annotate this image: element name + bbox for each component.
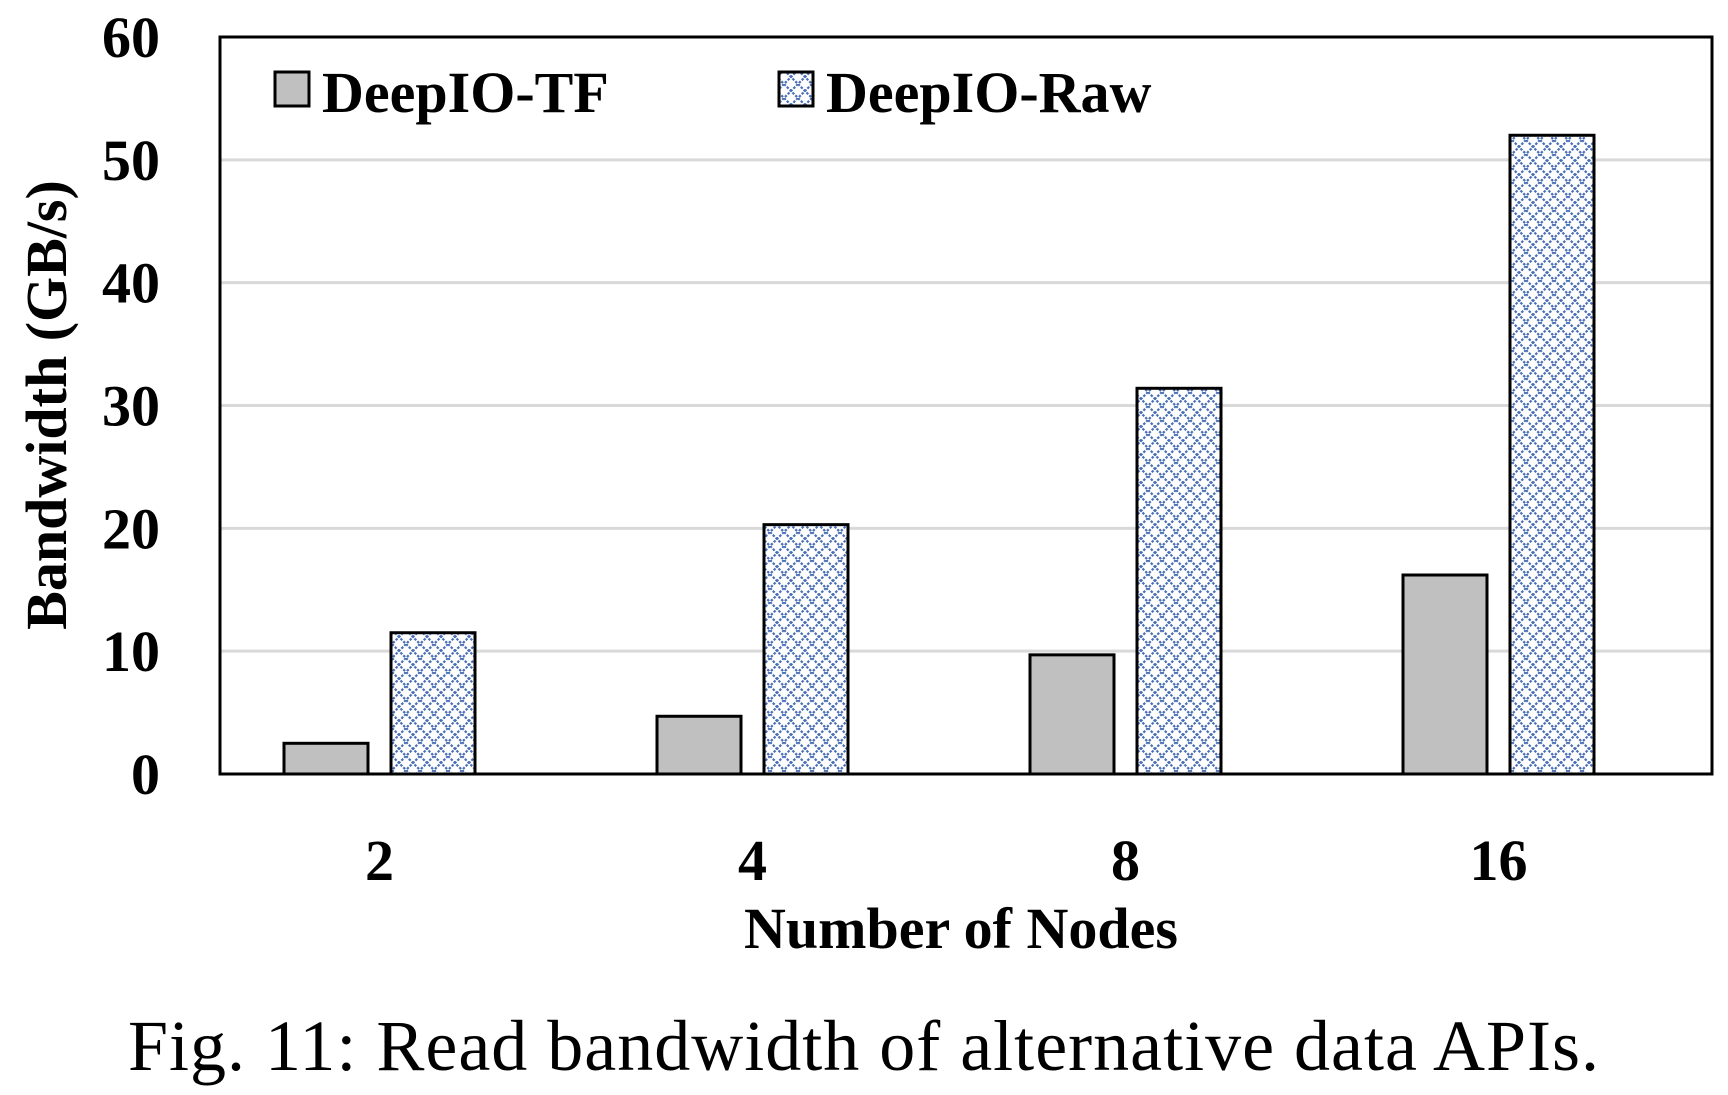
- bar-deepio-tf-16: [1401, 573, 1489, 776]
- y-axis-title: Bandwidth (GB/s): [14, 180, 79, 630]
- x-axis-ticks: 2 4 8 16: [365, 828, 1528, 893]
- legend-swatch: [777, 70, 815, 108]
- x-tick-label: 16: [1470, 828, 1528, 893]
- bar-deepio-tf-2: [282, 741, 370, 776]
- x-tick-label: 4: [738, 828, 767, 893]
- legend: DeepIO-TF DeepIO-Raw: [273, 60, 1152, 125]
- y-tick-label: 60: [102, 5, 160, 70]
- y-tick-label: 10: [102, 619, 160, 684]
- figure-caption: Fig. 11: Read bandwidth of alternative d…: [127, 1006, 1601, 1086]
- bar-deepio-raw-4: [762, 523, 850, 776]
- y-axis-ticks: 0 10 20 30 40 50 60: [102, 5, 160, 807]
- bandwidth-bar-chart: 0 10 20 30 40 50 60 2 4 8 16 Number of Nodes Band…: [14, 5, 1714, 961]
- legend-label: DeepIO-Raw: [826, 60, 1152, 125]
- x-tick-label: 8: [1111, 828, 1140, 893]
- x-axis-title: Number of Nodes: [744, 896, 1178, 961]
- y-tick-label: 40: [102, 251, 160, 316]
- y-tick-label: 30: [102, 374, 160, 439]
- plot-area-frame: [218, 35, 1714, 776]
- y-tick-label: 50: [102, 128, 160, 193]
- bar-deepio-tf-8: [1028, 653, 1116, 776]
- bar-deepio-raw-16: [1508, 133, 1596, 776]
- x-tick-label: 2: [365, 828, 394, 893]
- legend-label: DeepIO-TF: [322, 60, 609, 125]
- legend-swatch: [273, 70, 311, 108]
- bar-deepio-tf-4: [655, 714, 743, 776]
- bar-deepio-raw-2: [389, 631, 477, 776]
- bar-deepio-raw-8: [1135, 386, 1223, 776]
- bars: [282, 133, 1596, 776]
- y-tick-label: 0: [131, 742, 160, 807]
- y-tick-label: 20: [102, 496, 160, 561]
